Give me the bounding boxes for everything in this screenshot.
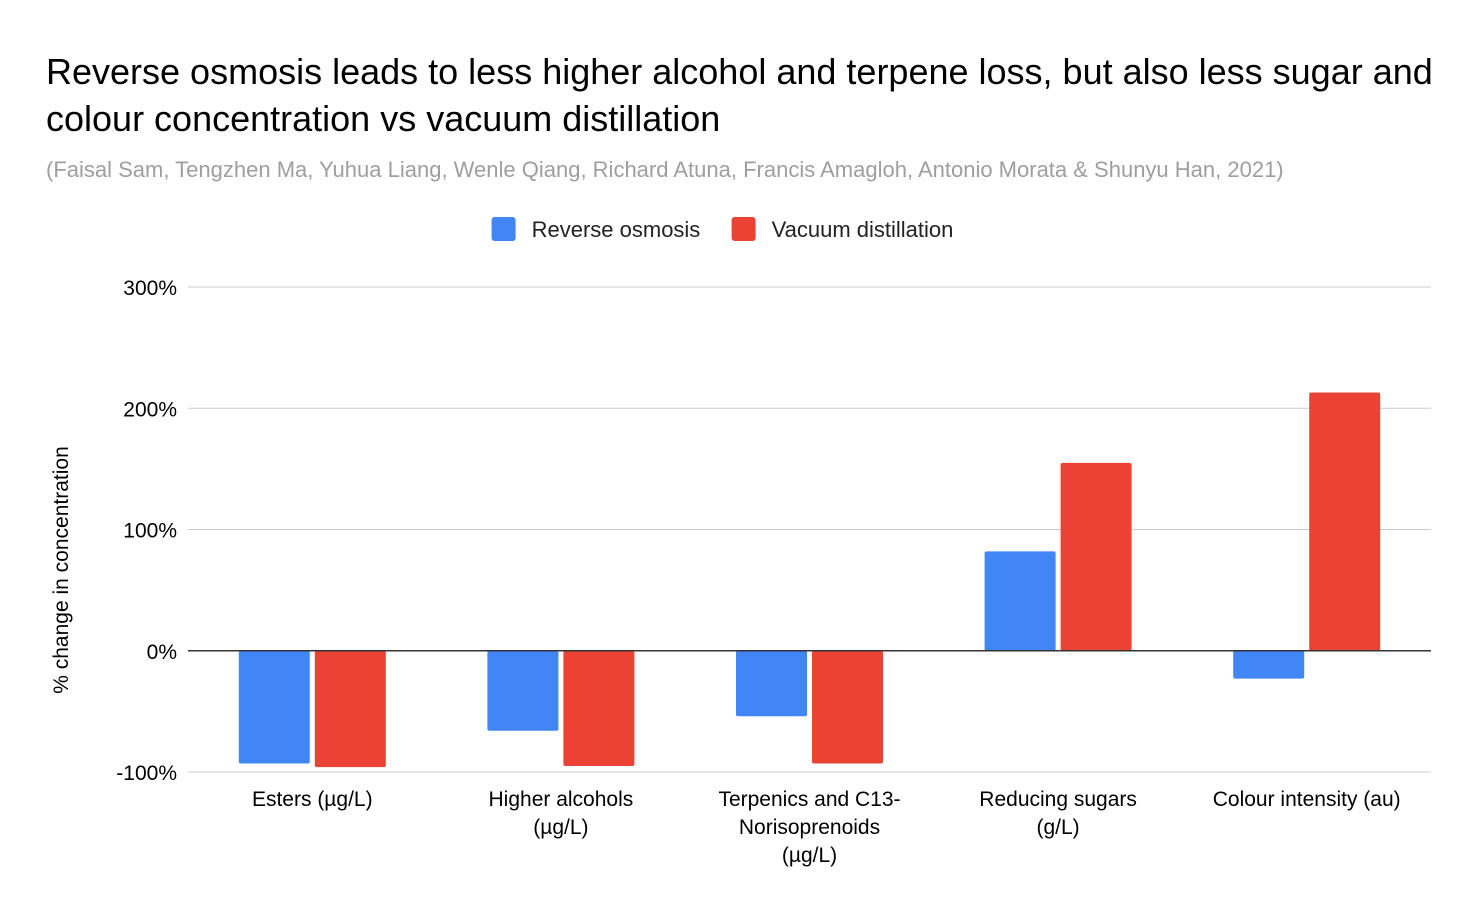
- bar-vacuum-distillation: [1060, 462, 1132, 651]
- bar-reverse-osmosis: [238, 650, 310, 764]
- x-tick-label: Colour intensity (au): [1213, 788, 1401, 811]
- x-tick-label: Higher alcohols: [489, 788, 634, 811]
- x-tick-label: (µg/L): [533, 816, 588, 839]
- bars: [238, 392, 1381, 768]
- bar-reverse-osmosis: [984, 551, 1056, 651]
- bar-vacuum-distillation: [812, 650, 883, 764]
- x-tick-label: Norisoprenoids: [739, 816, 880, 839]
- y-tick-label: 0%: [147, 641, 177, 664]
- legend-label-reverse-osmosis: Reverse osmosis: [532, 217, 701, 242]
- y-axis-title: % change in concentration: [50, 446, 73, 694]
- y-tick-label: 100%: [123, 520, 177, 543]
- legend-label-vacuum-distillation: Vacuum distillation: [772, 217, 954, 242]
- chart-subtitle: (Faisal Sam, Tengzhen Ma, Yuhua Liang, W…: [46, 157, 1284, 182]
- y-axis-ticks: 300% 200% 100% 0% -100%: [116, 277, 177, 785]
- bar-reverse-osmosis: [487, 650, 559, 731]
- legend: Reverse osmosis Vacuum distillation: [491, 217, 954, 242]
- x-tick-label: Esters (µg/L): [252, 788, 373, 811]
- x-tick-label: Reducing sugars: [979, 788, 1137, 811]
- x-tick-label: (g/L): [1037, 816, 1080, 839]
- bar-vacuum-distillation: [1309, 392, 1381, 651]
- x-axis-labels: Esters (µg/L) Higher alcohols (µg/L) Terpen…: [252, 788, 1401, 867]
- gridlines: [188, 286, 1431, 773]
- legend-swatch-vacuum-distillation: [731, 217, 756, 241]
- bar-reverse-osmosis: [1233, 650, 1305, 679]
- legend-swatch-reverse-osmosis: [491, 217, 516, 241]
- x-tick-label: (µg/L): [782, 844, 837, 867]
- bar-vacuum-distillation: [314, 650, 386, 768]
- y-tick-label: 200%: [123, 398, 177, 421]
- chart-title: Reverse osmosis leads to less higher alc…: [46, 51, 1433, 139]
- x-tick-label: Terpenics and C13-: [718, 788, 900, 811]
- bar-vacuum-distillation: [563, 650, 635, 766]
- y-tick-label: -100%: [116, 762, 177, 785]
- bar-reverse-osmosis: [736, 650, 807, 717]
- y-tick-label: 300%: [123, 277, 177, 300]
